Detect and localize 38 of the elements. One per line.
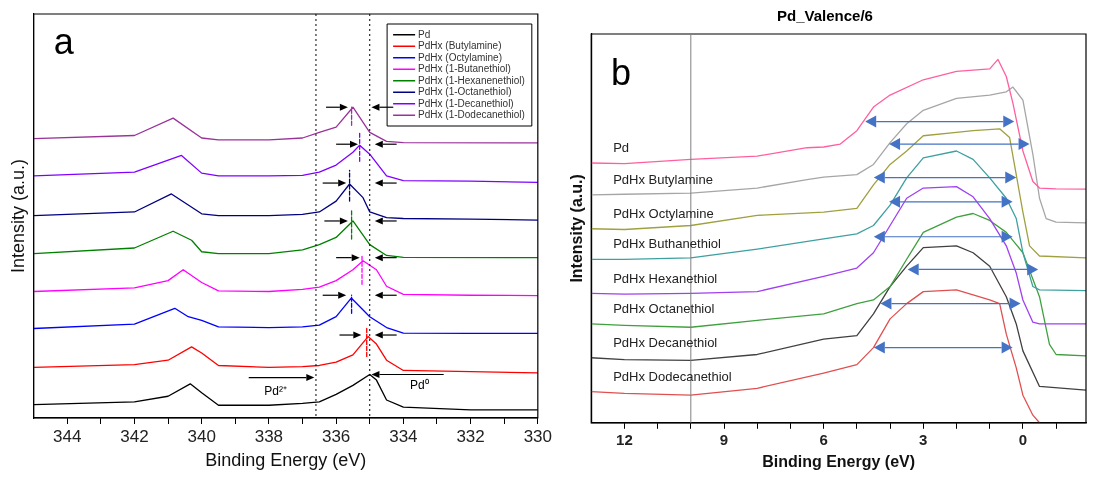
x-tick-label: 3	[919, 430, 928, 448]
legend-label: Pd	[418, 28, 431, 40]
series-label: PdHx Dodecanethiol	[613, 368, 732, 384]
annotation: Pd⁰	[409, 377, 429, 392]
x-tick-label: 334	[389, 426, 418, 446]
x-axis-title: Binding Energy (eV)	[762, 452, 916, 470]
x-tick-label: 336	[321, 426, 351, 446]
series-label: PdHx Octanethiol	[613, 301, 715, 317]
legend-label: PdHx (1-Decanethiol)	[418, 97, 514, 109]
legend-label: PdHx (Octylamine)	[418, 51, 503, 63]
legend-label: PdHx (1-Hexanenethiol)	[418, 74, 525, 86]
annotation: Pd²⁺	[264, 384, 287, 399]
x-tick-label: 12	[616, 430, 633, 448]
series-label: PdHx Decanethiol	[613, 334, 718, 350]
annotation: b	[610, 52, 632, 94]
legend-label: PdHx (1-Octanethiol)	[418, 86, 512, 97]
x-tick-label: 9	[719, 430, 729, 448]
y-axis-title: Intensity (a.u.)	[568, 174, 586, 283]
x-axis-title: Binding Energy (eV)	[205, 450, 367, 471]
legend-label: PdHx (1-Butanethiol)	[418, 63, 511, 74]
x-tick-label: 340	[187, 426, 216, 446]
legend-label: PdHx (1-Dodecanethiol)	[418, 109, 525, 120]
legend-label: PdHx (Butylamine)	[418, 40, 502, 51]
x-tick-label: 0	[1018, 430, 1028, 448]
text: a	[53, 21, 75, 63]
series-label: Pd	[613, 140, 630, 156]
series-label: PdHx Butylamine	[613, 172, 713, 188]
series-label: PdHx Octylamine	[613, 205, 714, 221]
x-tick-label: 330	[523, 426, 553, 446]
x-tick-label: 338	[254, 426, 284, 446]
chart-title: Pd_Valence/6	[777, 7, 873, 25]
y-axis-title: Intensity (a.u.)	[7, 158, 28, 274]
x-tick-label: 6	[819, 430, 828, 448]
x-tick-label: 344	[53, 426, 82, 446]
x-tick-label: 332	[456, 426, 485, 446]
series-label: PdHx Hexanethiol	[613, 270, 718, 286]
series-label: PdHx Buthanethiol	[613, 236, 721, 252]
x-tick-label: 342	[120, 426, 149, 446]
